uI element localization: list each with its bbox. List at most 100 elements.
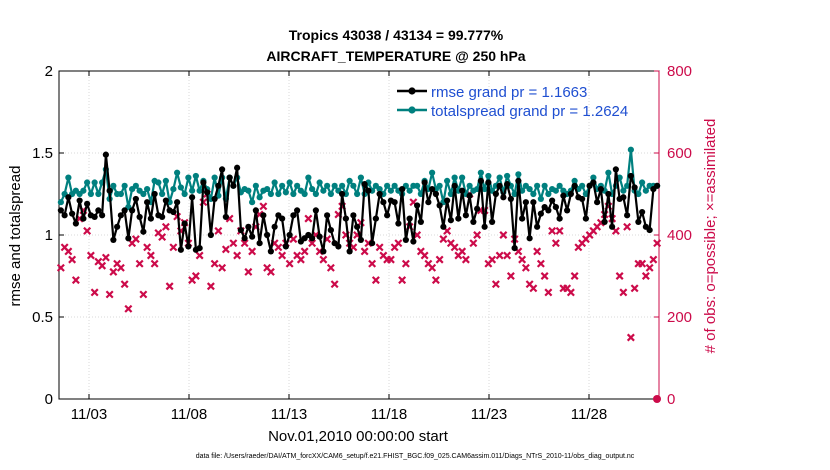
totalspread-point <box>481 185 488 193</box>
totalspread-point <box>327 190 334 198</box>
obs-count-point <box>308 239 317 248</box>
rmse-point <box>65 194 72 201</box>
obs-count-point <box>150 259 159 268</box>
obs-count-point <box>375 243 384 252</box>
obs-count-point <box>64 247 73 256</box>
totalspread-point <box>429 169 436 176</box>
obs-count-point <box>529 284 538 293</box>
obs-count-point <box>218 263 227 272</box>
rmse-point <box>530 199 537 206</box>
obs-count-point <box>536 259 545 268</box>
obs-count-point <box>548 226 557 235</box>
rmse-point <box>369 240 376 247</box>
obs-count-point <box>626 333 635 342</box>
rmse-point <box>402 236 409 244</box>
totalspread-point <box>537 195 544 203</box>
totalspread-point <box>605 169 612 176</box>
obs-count-point <box>116 263 125 272</box>
rmse-point <box>470 218 477 225</box>
rmse-point <box>95 207 102 214</box>
totalspread-point <box>414 182 421 189</box>
rmse-point <box>429 185 436 193</box>
rmse-point <box>646 226 653 234</box>
totalspread-point <box>635 190 642 198</box>
obs-count-point <box>120 280 129 289</box>
rmse-point <box>241 235 248 242</box>
totalspread-point <box>286 179 293 186</box>
obs-count-point <box>398 276 407 285</box>
rmse-point <box>376 190 383 198</box>
rmse-point <box>571 182 578 189</box>
y-tick-label: 2 <box>45 63 53 80</box>
obs-count-point <box>56 263 65 272</box>
totalspread-point <box>571 177 578 184</box>
rmse-point <box>125 235 132 242</box>
x-tick-label: 11/28 <box>571 406 607 423</box>
rmse-point <box>432 190 439 198</box>
obs-count-point <box>544 288 553 297</box>
rmse-point <box>444 197 451 204</box>
rmse-point <box>601 218 608 225</box>
totalspread-point <box>192 172 199 180</box>
rmse-point <box>170 208 177 216</box>
rmse-point <box>99 212 106 219</box>
rmse-point <box>106 187 113 194</box>
obs-count-point <box>214 226 223 235</box>
y-right-tick-label: 600 <box>667 145 692 162</box>
rmse-point <box>144 199 151 206</box>
obs-count-point <box>450 243 459 252</box>
rmse-point <box>391 199 398 206</box>
obs-count-point <box>101 253 110 262</box>
rmse-point <box>140 228 147 235</box>
obs-count-point <box>240 239 249 248</box>
y-axis-label: rmse and totalspread <box>7 166 24 307</box>
totalspread-point <box>530 190 537 198</box>
x-tick-label: 11/08 <box>171 406 207 423</box>
obs-count-point <box>641 272 650 280</box>
rmse-point <box>320 248 327 255</box>
obs-count-point <box>458 247 467 256</box>
totalspread-point <box>305 174 312 181</box>
rmse-point <box>237 226 244 234</box>
obs-count-point <box>623 222 632 231</box>
rmse-point <box>372 215 379 222</box>
obs-count-point <box>285 259 294 268</box>
totalspread-point <box>391 182 398 189</box>
totalspread-point <box>294 182 301 189</box>
rmse-point <box>500 194 507 201</box>
obs-count-point <box>431 276 440 285</box>
totalspread-point <box>639 179 646 186</box>
rmse-point <box>556 215 563 222</box>
rmse-point <box>222 213 229 221</box>
legend-rmse-label: rmse grand pr = 1.1663 <box>431 84 587 101</box>
rmse-point <box>481 223 488 230</box>
totalspread-point <box>282 189 289 196</box>
rmse-point <box>282 243 289 250</box>
rmse-point <box>286 231 293 239</box>
totalspread-point <box>579 182 586 189</box>
rmse-point <box>609 223 616 230</box>
y-tick-label: 1 <box>45 227 53 244</box>
rmse-point <box>196 245 203 252</box>
rmse-point <box>451 182 458 189</box>
rmse-point <box>256 240 263 247</box>
y-right-tick-label: 0 <box>667 391 675 408</box>
totalspread-point <box>642 187 649 194</box>
rmse-point <box>522 199 529 206</box>
rmse-point <box>177 246 184 253</box>
obs-count-point <box>304 214 313 223</box>
totalspread-point <box>275 190 282 198</box>
obs-count-point <box>518 255 527 264</box>
rmse-point <box>421 179 428 186</box>
totalspread-point <box>447 190 454 198</box>
totalspread-point <box>376 185 383 193</box>
rmse-point <box>219 166 226 173</box>
rmse-point <box>114 223 121 230</box>
y-right-axis-label: # of obs: o=possible; ×=assimilated <box>702 119 719 354</box>
rmse-point <box>290 212 297 219</box>
rmse-point <box>76 197 83 204</box>
obs-count-point <box>146 251 155 260</box>
rmse-point <box>159 213 166 221</box>
totalspread-point <box>245 187 252 194</box>
totalspread-point <box>80 187 87 194</box>
